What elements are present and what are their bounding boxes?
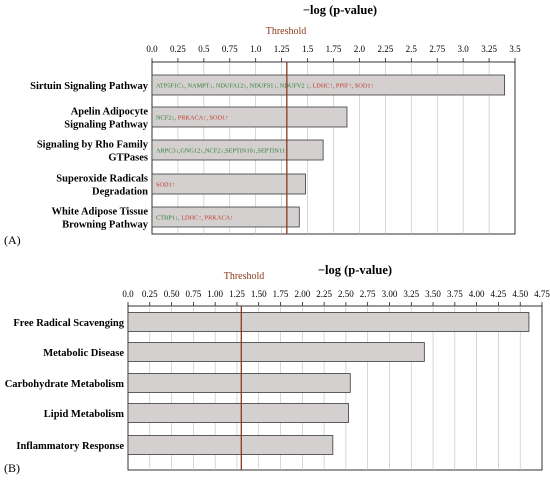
gene-label: SOD1↑ bbox=[156, 182, 175, 189]
tick-label: 2.25 bbox=[377, 44, 393, 54]
tick-label: 1.25 bbox=[229, 289, 245, 299]
category-label: Lipid Metabolism bbox=[44, 409, 124, 420]
tick-label: 0.25 bbox=[170, 44, 186, 54]
category-label-line: Metabolic Disease bbox=[43, 348, 124, 359]
category-label: White Adipose Tissue Browning Pathway bbox=[52, 207, 149, 231]
chart-title: −log (p-value) bbox=[303, 3, 377, 17]
bar bbox=[127, 342, 425, 362]
category-label-line: Sirtuin Signaling Pathway bbox=[30, 81, 149, 92]
gene-label: CTBP1↓, LDHC↑, PRKACA↑ bbox=[156, 215, 233, 222]
bar bbox=[127, 373, 351, 393]
category-label-line: Carbohydrate Metabolism bbox=[5, 379, 125, 390]
category-label-line: Free Radical Scavenging bbox=[13, 318, 124, 329]
tick-label: 0.50 bbox=[164, 289, 180, 299]
tick-label: 2.75 bbox=[360, 289, 376, 299]
category-label: Metabolic Disease bbox=[43, 348, 124, 359]
tick-label: 0.75 bbox=[185, 289, 201, 299]
tick-label: 2.50 bbox=[338, 289, 354, 299]
tick-label: 1.50 bbox=[251, 289, 267, 299]
tick-label: 0.5 bbox=[198, 44, 210, 54]
threshold-label: Threshold bbox=[224, 271, 265, 282]
tick-label: 4.75 bbox=[534, 289, 550, 299]
category-label: Superoxide Radicals Degradation bbox=[56, 174, 148, 198]
category-label: Sirtuin Signaling Pathway bbox=[30, 81, 149, 92]
tick-label: 4.00 bbox=[469, 289, 485, 299]
bar bbox=[151, 74, 506, 96]
bar bbox=[127, 403, 349, 423]
tick-label: 2.25 bbox=[316, 289, 332, 299]
bar bbox=[127, 435, 334, 455]
tick-label: 1.00 bbox=[207, 289, 223, 299]
tick-label: 2.5 bbox=[406, 44, 418, 54]
tick-label: 4.50 bbox=[512, 289, 528, 299]
tick-label: 1.0 bbox=[250, 44, 262, 54]
gene-label: NCF2↓, PRKACA↑, SOD1↑ bbox=[156, 115, 228, 122]
tick-label: 2.0 bbox=[354, 44, 366, 54]
tick-label: 2.75 bbox=[429, 44, 445, 54]
category-label-line: White Adipose Tissue bbox=[52, 207, 149, 218]
category-label: Inflammatory Response bbox=[16, 441, 124, 452]
bar bbox=[151, 206, 300, 228]
tick-label: 0.75 bbox=[222, 44, 238, 54]
category-label-line: Apelin Adipocyte bbox=[71, 107, 149, 118]
category-label-line: Lipid Metabolism bbox=[44, 409, 124, 420]
bar bbox=[151, 173, 306, 195]
chart-title: −log (p-value) bbox=[318, 263, 392, 277]
tick-label: 3.75 bbox=[447, 289, 463, 299]
tick-label: 0.0 bbox=[146, 44, 158, 54]
category-label: Free Radical Scavenging bbox=[13, 318, 124, 329]
category-label-line: Signaling Pathway bbox=[64, 120, 148, 131]
gene-label-segment: PRKACA↑, SOD1↑ bbox=[178, 115, 229, 122]
bar bbox=[151, 106, 348, 128]
panel-label: (B) bbox=[4, 461, 20, 475]
tick-label: 1.5 bbox=[302, 44, 314, 54]
tick-label: 1.25 bbox=[274, 44, 290, 54]
category-label: Signaling by Rho Family GTPases bbox=[37, 140, 149, 164]
gene-label: ARPC3↓,GNG12↓,NCF2↓,SEPTIN10↓,SEPTIN11↓ bbox=[156, 148, 288, 155]
category-label-line: Signaling by Rho Family bbox=[37, 140, 149, 151]
category-label-line: Superoxide Radicals bbox=[56, 174, 148, 185]
chart-panel-b: −log (p-value) Threshold 0.0 0.25 0.50 0.75 1.… bbox=[4, 263, 550, 475]
category-label-line: Inflammatory Response bbox=[16, 441, 124, 452]
tick-label: 3.25 bbox=[403, 289, 419, 299]
tick-label: 3.5 bbox=[509, 44, 521, 54]
category-label-line: Degradation bbox=[92, 187, 148, 198]
threshold-label: Threshold bbox=[266, 26, 307, 37]
category-label: Carbohydrate Metabolism bbox=[5, 379, 125, 390]
tick-label: 0.0 bbox=[122, 289, 134, 299]
chart-panel-a: −log (p-value) Threshold 0.0 0.25 0.5 0.75 1.0… bbox=[4, 3, 521, 247]
category-label-line: Browning Pathway bbox=[62, 220, 149, 231]
tick-label: 3.50 bbox=[425, 289, 441, 299]
category-label-line: GTPases bbox=[108, 153, 148, 164]
tick-label: 0.25 bbox=[142, 289, 158, 299]
tick-label: 1.75 bbox=[326, 44, 342, 54]
gene-label-segment: CTBP1↓, bbox=[156, 215, 181, 222]
gene-label-segment: LDHC↑, PRKACA↑ bbox=[181, 215, 233, 222]
category-label: Apelin Adipocyte Signaling Pathway bbox=[64, 107, 148, 131]
gene-label-segment: NCF2↓, bbox=[156, 115, 178, 122]
gene-label-segment: LDHC↑, PPIF↑, SOD1↑ bbox=[312, 83, 373, 90]
tick-label: 3.00 bbox=[382, 289, 398, 299]
panel-label: (A) bbox=[4, 233, 21, 247]
tick-label: 3.25 bbox=[481, 44, 497, 54]
bar bbox=[127, 312, 530, 332]
tick-label: 3.0 bbox=[458, 44, 470, 54]
tick-label: 4.25 bbox=[491, 289, 507, 299]
gene-label: ATP5F1C↓, NAMPT↓, NDUFA12↓, NDUFS1↓, NDU… bbox=[156, 83, 374, 90]
gene-label-segment: SOD1↑ bbox=[156, 182, 175, 189]
gene-label-segment: ATP5F1C↓, NAMPT↓, NDUFA12↓, NDUFS1↓, NDU… bbox=[156, 83, 312, 90]
gene-label-segment: ARPC3↓,GNG12↓,NCF2↓,SEPTIN10↓,SEPTIN11↓ bbox=[156, 148, 288, 155]
tick-label: 2.00 bbox=[294, 289, 310, 299]
bar bbox=[151, 139, 324, 161]
tick-label: 1.75 bbox=[273, 289, 289, 299]
